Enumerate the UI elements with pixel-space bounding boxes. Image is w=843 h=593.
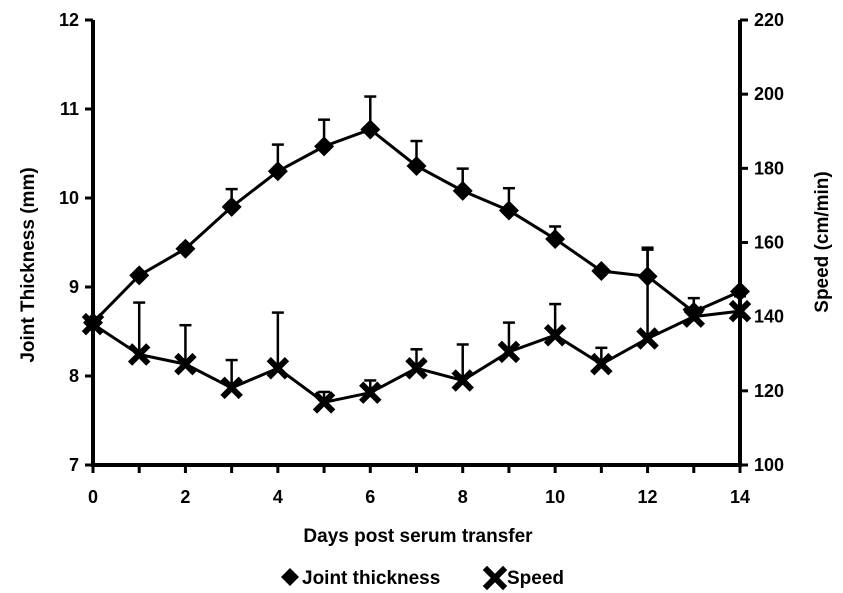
data-point-joint-thickness-5: [314, 136, 335, 157]
x-tick-label-5: 10: [545, 487, 565, 507]
data-point-speed-2: [174, 352, 197, 376]
data-points: [81, 119, 752, 414]
x-tick-label-3: 6: [365, 487, 375, 507]
data-point-speed-11: [590, 352, 613, 376]
y-axis-left-title: Joint Thickness (mm): [18, 167, 39, 362]
data-point-joint-thickness-7: [406, 155, 427, 176]
data-point-joint-thickness-9: [498, 200, 519, 221]
data-point-joint-thickness-12: [637, 266, 658, 287]
legend: Joint thickness Speed: [281, 565, 564, 591]
y-left-tick-label-5: 12: [59, 10, 79, 30]
y-right-tick-label-0: 100: [754, 455, 784, 475]
y-right-tick-label-3: 160: [754, 233, 784, 253]
data-point-joint-thickness-2: [175, 238, 196, 259]
y-axis-right-title: Speed (cm/min): [812, 171, 833, 312]
data-point-speed-8: [451, 369, 474, 392]
y-left-tick-label-2: 9: [69, 277, 79, 297]
x-tick-label-1: 2: [180, 487, 190, 507]
y-right-tick-label-4: 180: [754, 158, 784, 178]
x-tick-label-0: 0: [88, 487, 98, 507]
data-point-joint-thickness-1: [129, 265, 150, 286]
data-point-speed-4: [266, 356, 290, 380]
data-point-speed-10: [543, 323, 567, 347]
legend-label-joint-thickness: Joint thickness: [302, 568, 440, 589]
data-point-joint-thickness-10: [545, 228, 566, 249]
data-point-joint-thickness-3: [221, 196, 242, 217]
data-point-speed-7: [405, 356, 428, 380]
legend-marker-speed: [482, 565, 508, 591]
y-right-tick-label-1: 120: [754, 381, 784, 401]
axes: 7 8 9 10 11 12 100 120 140 160 180 200 220 0 2 4 6 8 10 12 1…: [59, 10, 784, 507]
y-right-tick-label-5: 200: [754, 84, 784, 104]
x-tick-label-6: 12: [638, 487, 658, 507]
legend-marker-joint-thickness: [281, 568, 299, 586]
data-point-joint-thickness-13: [683, 301, 704, 322]
error-bars: [133, 95, 746, 403]
y-right-tick-label-6: 220: [754, 10, 784, 30]
data-point-speed-9: [497, 340, 521, 364]
y-left-tick-label-4: 11: [60, 99, 79, 119]
legend-label-speed: Speed: [507, 568, 564, 589]
x-tick-label-7: 14: [730, 487, 750, 507]
y-left-tick-label-3: 10: [59, 188, 79, 208]
x-tick-label-4: 8: [458, 487, 468, 507]
x-tick-label-2: 4: [273, 487, 283, 507]
data-point-speed-5: [312, 391, 336, 414]
data-point-speed-12: [636, 327, 659, 350]
data-point-joint-thickness-4: [267, 161, 288, 182]
data-point-speed-3: [220, 376, 243, 400]
data-point-speed-1: [127, 343, 151, 366]
data-point-joint-thickness-11: [591, 260, 612, 281]
data-point-speed-13: [682, 305, 706, 328]
y-right-tick-label-2: 140: [754, 307, 784, 327]
data-point-joint-thickness-8: [452, 180, 473, 201]
x-axis-title: Days post serum transfer: [303, 526, 533, 547]
data-point-joint-thickness-6: [360, 119, 381, 140]
y-left-tick-label-1: 8: [69, 366, 79, 386]
y-left-tick-label-0: 7: [69, 455, 79, 475]
data-point-speed-6: [359, 381, 382, 404]
